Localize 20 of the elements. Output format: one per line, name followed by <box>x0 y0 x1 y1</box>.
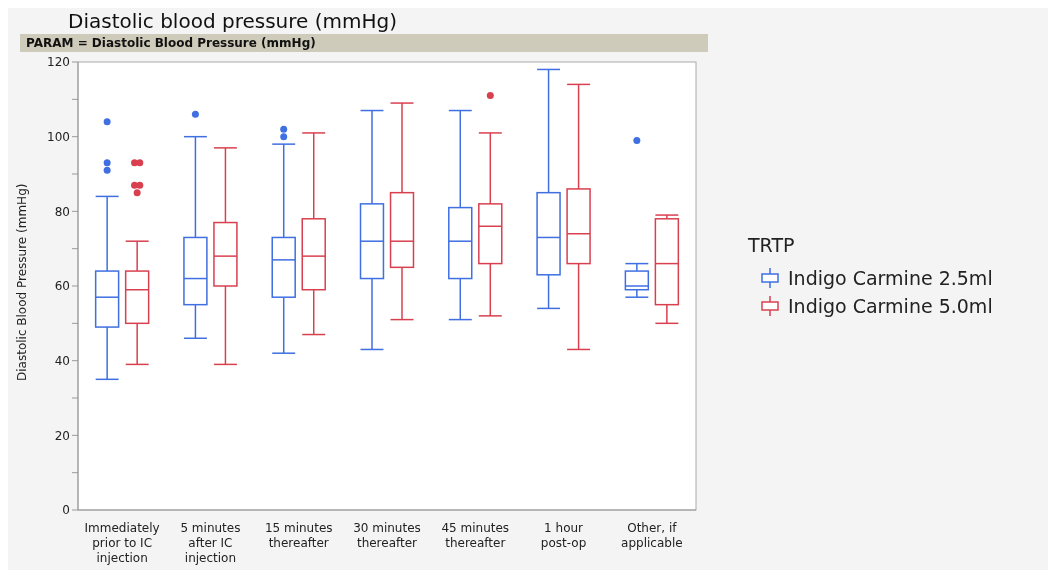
x-tick-label: 5 minutes after IC injection <box>180 521 241 565</box>
chart-title: Diastolic blood pressure (mmHg) <box>67 8 398 34</box>
y-tick-label: 40 <box>54 353 70 368</box>
legend-title: TRTP <box>748 234 796 256</box>
x-tick-label: Immediately prior to IC injection <box>84 521 160 565</box>
y-tick-label: 120 <box>47 55 70 70</box>
x-tick-label: 15 minutes thereafter <box>264 521 333 550</box>
x-tick-label: 45 minutes thereafter <box>441 521 510 550</box>
chart-subtitle: PARAM = Diastolic Blood Pressure (mmHg) <box>20 34 708 52</box>
y-tick-label: 60 <box>54 279 70 294</box>
y-tick-label: 20 <box>54 428 70 443</box>
x-tick-label: 30 minutes thereafter <box>353 521 421 550</box>
legend-label: Indigo Carmine 2.5ml <box>788 267 993 289</box>
y-tick-label: 0 <box>62 503 70 518</box>
y-tick-label: 80 <box>54 204 70 219</box>
x-tick-label: 1 hour post-op <box>540 521 587 550</box>
x-tick-label: Other, if applicable <box>621 521 683 550</box>
y-axis-title: Diastolic Blood Pressure (mmHg) <box>15 183 30 381</box>
legend-label: Indigo Carmine 5.0ml <box>788 295 993 317</box>
y-tick-label: 100 <box>47 129 70 144</box>
